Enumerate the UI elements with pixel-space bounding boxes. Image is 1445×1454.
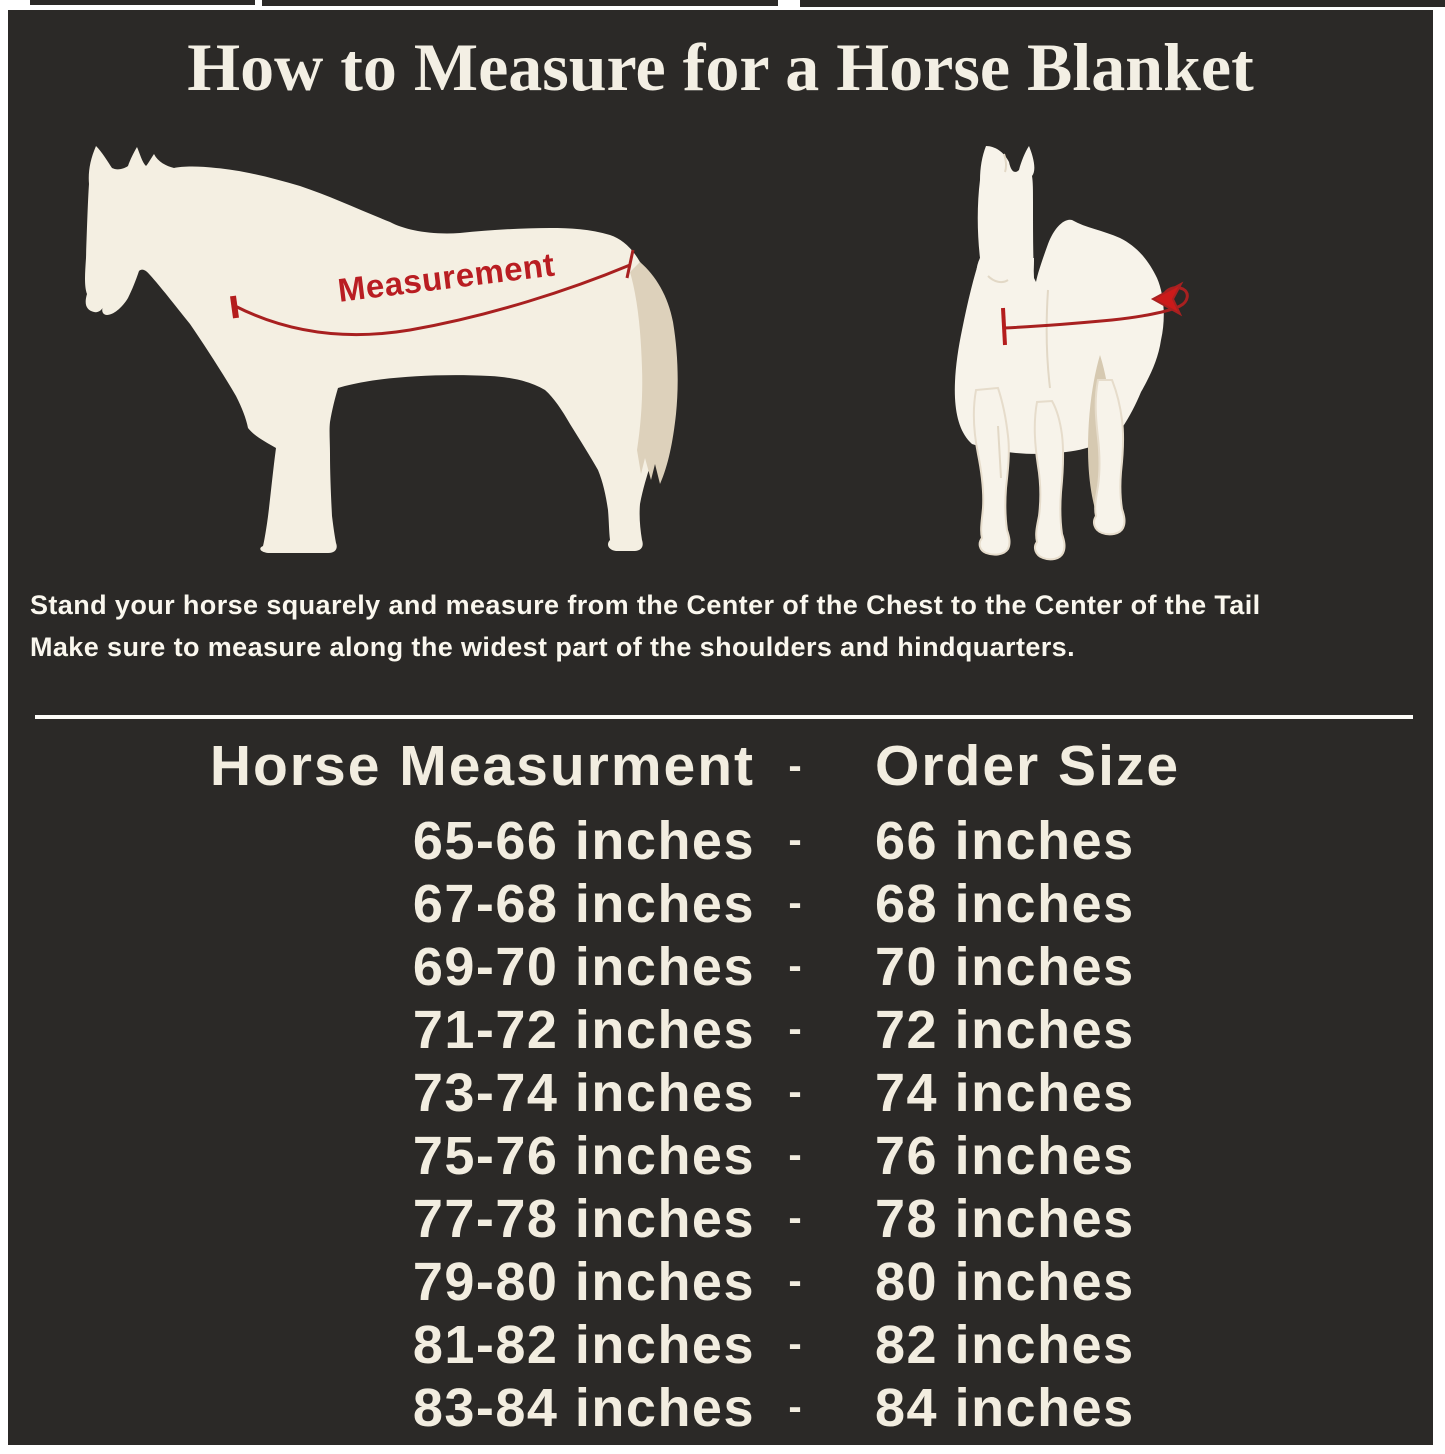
table-row: 75-76 inches - 76 inches bbox=[8, 1124, 1433, 1187]
top-edge-mark bbox=[30, 0, 255, 5]
top-edge-mark bbox=[262, 0, 778, 6]
measurement-value: 73-74 inches bbox=[412, 1062, 755, 1123]
measurement-value: 75-76 inches bbox=[412, 1125, 755, 1186]
table-row: 67-68 inches - 68 inches bbox=[8, 872, 1433, 935]
table-row: 77-78 inches - 78 inches bbox=[8, 1187, 1433, 1250]
row-separator: - bbox=[788, 944, 802, 988]
table-row: 81-82 inches - 82 inches bbox=[8, 1313, 1433, 1376]
row-separator: - bbox=[788, 1259, 802, 1303]
side-horse-illustration bbox=[85, 146, 678, 553]
measurement-value: 79-80 inches bbox=[412, 1251, 755, 1312]
row-separator: - bbox=[788, 818, 802, 862]
front-horse-body bbox=[954, 146, 1164, 454]
row-separator: - bbox=[788, 1070, 802, 1114]
top-edge-mark bbox=[800, 0, 1445, 7]
header-separator: - bbox=[788, 743, 802, 788]
row-separator: - bbox=[788, 881, 802, 925]
order-size-value: 72 inches bbox=[875, 999, 1135, 1060]
front-horse-illustration bbox=[954, 146, 1189, 561]
order-size-value: 68 inches bbox=[875, 873, 1135, 934]
measurement-line-end-tick bbox=[625, 249, 635, 279]
front-horse-hind-leg bbox=[1093, 379, 1126, 536]
column-header-measurement: Horse Measurment bbox=[209, 734, 755, 798]
row-separator: - bbox=[788, 1385, 802, 1429]
size-chart-header: Horse Measurment - Order Size bbox=[8, 733, 1433, 798]
girth-line-tick bbox=[1001, 307, 1007, 346]
measurement-value: 69-70 inches bbox=[412, 936, 755, 997]
side-horse-body bbox=[85, 146, 657, 553]
measurement-value: 81-82 inches bbox=[412, 1314, 755, 1375]
table-row: 83-84 inches - 84 inches bbox=[8, 1376, 1433, 1439]
measurement-line-start-tick bbox=[230, 295, 239, 319]
top-edge-artifact bbox=[0, 0, 1445, 10]
table-row: 71-72 inches - 72 inches bbox=[8, 998, 1433, 1061]
size-chart: Horse Measurment - Order Size 65-66 inch… bbox=[8, 733, 1433, 1439]
order-size-value: 66 inches bbox=[875, 810, 1135, 871]
divider-line bbox=[35, 715, 1413, 719]
order-size-value: 84 inches bbox=[875, 1377, 1135, 1438]
measurement-value: 77-78 inches bbox=[412, 1188, 755, 1249]
page-title: How to Measure for a Horse Blanket bbox=[187, 29, 1254, 105]
order-size-value: 80 inches bbox=[875, 1251, 1135, 1312]
table-row: 79-80 inches - 80 inches bbox=[8, 1250, 1433, 1313]
row-separator: - bbox=[788, 1322, 802, 1366]
instructions-line-1: Stand your horse squarely and measure fr… bbox=[30, 590, 1261, 620]
measurement-line bbox=[234, 263, 631, 337]
instructions-text: Stand your horse squarely and measure fr… bbox=[30, 584, 1430, 668]
table-row: 65-66 inches - 66 inches bbox=[8, 809, 1433, 872]
row-separator: - bbox=[788, 1007, 802, 1051]
front-horse-front-right-leg bbox=[1033, 399, 1066, 561]
instructions-line-2: Make sure to measure along the widest pa… bbox=[30, 632, 1076, 662]
front-horse-details bbox=[987, 153, 1051, 479]
table-row: 73-74 inches - 74 inches bbox=[8, 1061, 1433, 1124]
table-row: 69-70 inches - 70 inches bbox=[8, 935, 1433, 998]
row-separator: - bbox=[788, 1133, 802, 1177]
front-horse-muzzle bbox=[976, 258, 1034, 296]
order-size-value: 74 inches bbox=[875, 1062, 1135, 1123]
order-size-value: 76 inches bbox=[875, 1125, 1135, 1186]
front-horse-front-left-leg bbox=[972, 386, 1011, 556]
column-header-order: Order Size bbox=[875, 734, 1181, 798]
measurement-value: 67-68 inches bbox=[412, 873, 755, 934]
measurement-value: 83-84 inches bbox=[412, 1377, 755, 1438]
order-size-value: 70 inches bbox=[875, 936, 1135, 997]
girth-arrowhead bbox=[1150, 281, 1184, 317]
row-separator: - bbox=[788, 1196, 802, 1240]
order-size-value: 78 inches bbox=[875, 1188, 1135, 1249]
infographic-panel: How to Measure for a Horse Blanket Measu… bbox=[8, 10, 1433, 1445]
measurement-value: 71-72 inches bbox=[412, 999, 755, 1060]
measurement-value: 65-66 inches bbox=[412, 810, 755, 871]
side-horse-tail bbox=[630, 262, 678, 484]
order-size-value: 82 inches bbox=[875, 1314, 1135, 1375]
